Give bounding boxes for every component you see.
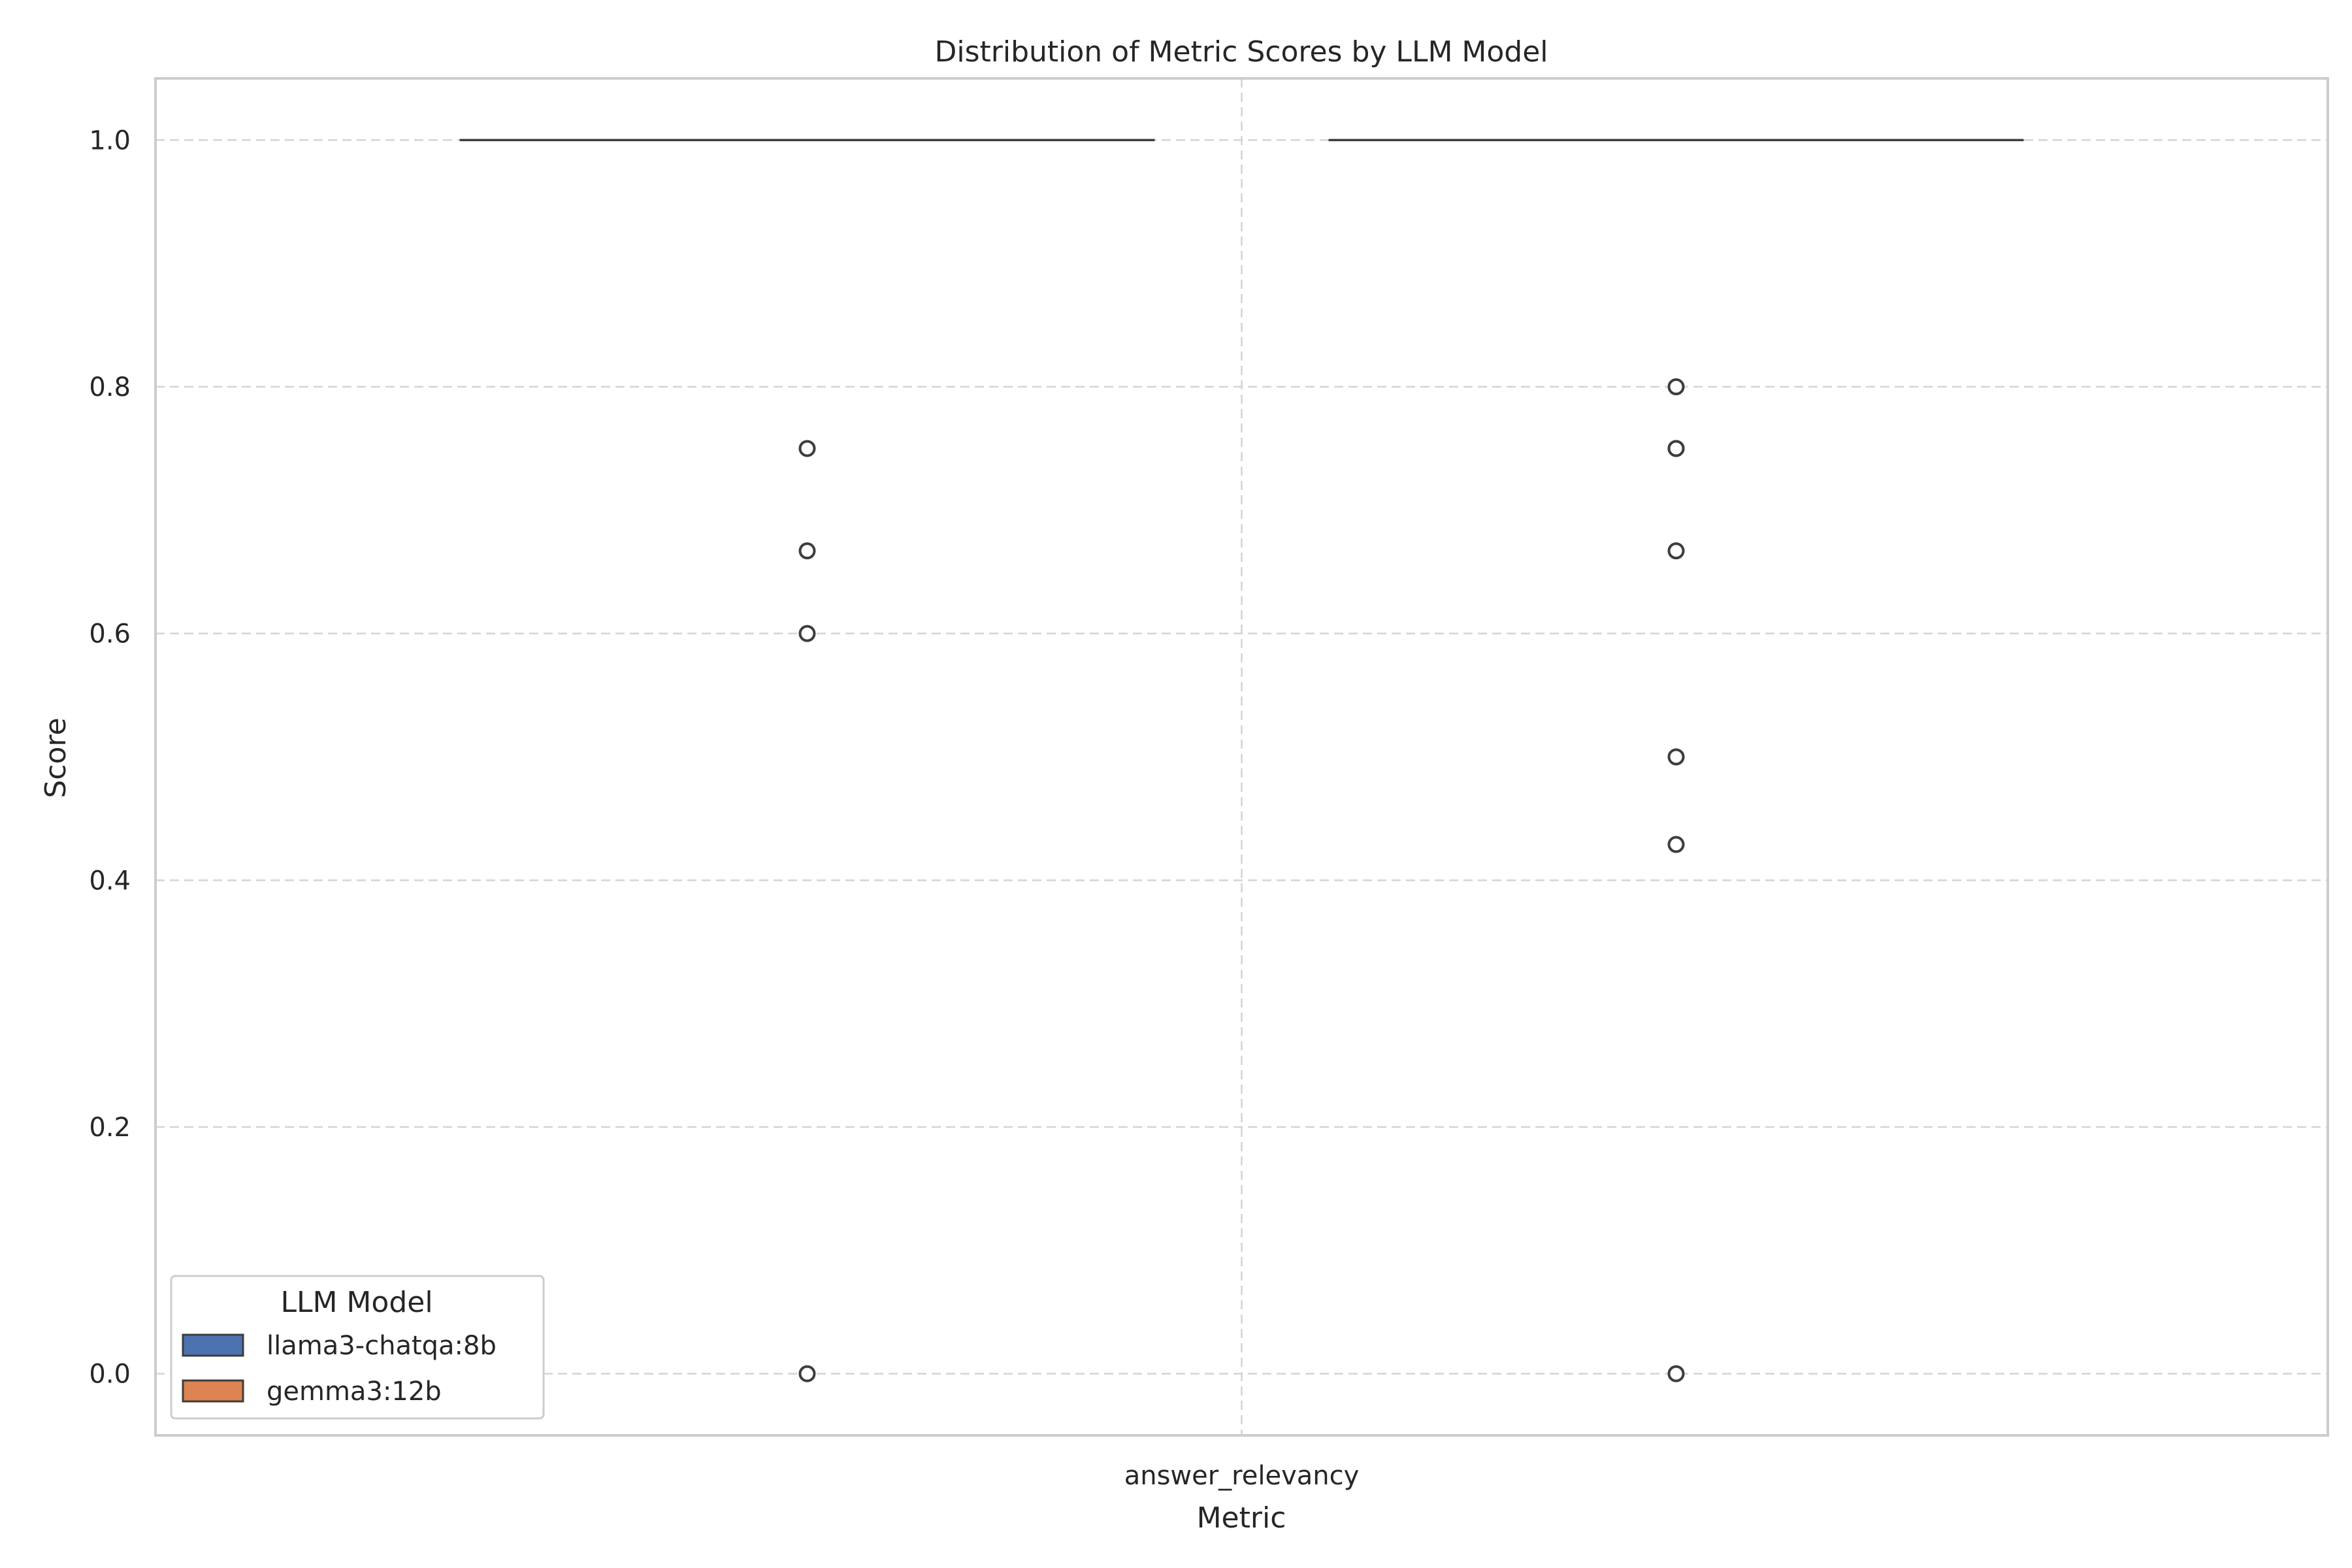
- outlier-point: [798, 625, 816, 642]
- grid-layer: [155, 78, 2328, 1435]
- legend-entry-gemma3: gemma3:12b: [267, 1377, 442, 1407]
- legend-entry-llama3: llama3-chatqa:8b: [267, 1331, 497, 1361]
- outlier-point: [1667, 378, 1685, 396]
- legend: LLM Model llama3-chatqa:8b gemma3:12b: [170, 1275, 545, 1420]
- outlier-point: [1667, 836, 1685, 853]
- outlier-point: [798, 1365, 816, 1382]
- outlier-point: [1667, 542, 1685, 560]
- outlier-point: [798, 440, 816, 457]
- outlier-point: [1667, 440, 1685, 457]
- y-tick-label: 0.8: [89, 372, 131, 402]
- plot-frame: [154, 77, 2329, 1437]
- chart-title: Distribution of Metric Scores by LLM Mod…: [934, 35, 1548, 69]
- outlier-point: [1667, 748, 1685, 766]
- legend-title: LLM Model: [280, 1286, 433, 1319]
- box-llama3-chatqa:8b: [459, 139, 1155, 1382]
- y-tick-label: 0.4: [89, 866, 131, 896]
- y-axis-label: Score: [39, 717, 73, 798]
- legend-swatch-gemma3: [182, 1379, 244, 1403]
- y-tick-label: 0.2: [89, 1113, 131, 1143]
- y-tick-label: 0.0: [89, 1360, 131, 1390]
- legend-box: [170, 1275, 545, 1420]
- outlier-point: [798, 542, 816, 560]
- box-gemma3:12b: [1328, 139, 2024, 1382]
- x-tick-label: answer_relevancy: [1124, 1461, 1360, 1491]
- outlier-point: [1667, 1365, 1685, 1382]
- box-layer: [459, 139, 2024, 1382]
- tick-layer: 0.0 0.2 0.4 0.6 0.8 1.0 answer_relevancy: [89, 125, 1359, 1491]
- y-tick-label: 0.6: [89, 619, 131, 649]
- y-tick-label: 1.0: [89, 125, 131, 155]
- legend-swatch-llama3: [182, 1333, 244, 1357]
- x-axis-label: Metric: [1197, 1501, 1286, 1535]
